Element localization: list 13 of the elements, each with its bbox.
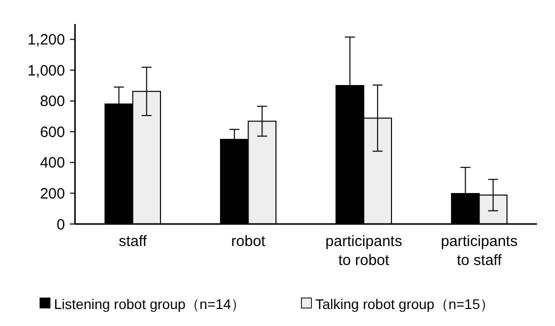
x-tick-label: robot	[231, 233, 266, 250]
x-tick-label: participants to robot	[325, 233, 402, 269]
x-tick-label: staff	[118, 233, 148, 250]
legend-label: Talking robot group（n=15）	[315, 296, 494, 312]
y-tick-label: 200	[40, 185, 65, 202]
y-tick-label: 800	[40, 93, 65, 110]
y-tick-label: 400	[40, 154, 65, 172]
legend-label: Listening robot group（n=14）	[54, 296, 246, 312]
y-tick-label: 600	[40, 124, 65, 141]
y-tick-label: 1,000	[27, 62, 65, 80]
y-tick-label: 1,200	[27, 32, 65, 49]
y-tick-label: 0	[56, 216, 65, 234]
x-tick-label: participants to staff	[440, 233, 518, 269]
